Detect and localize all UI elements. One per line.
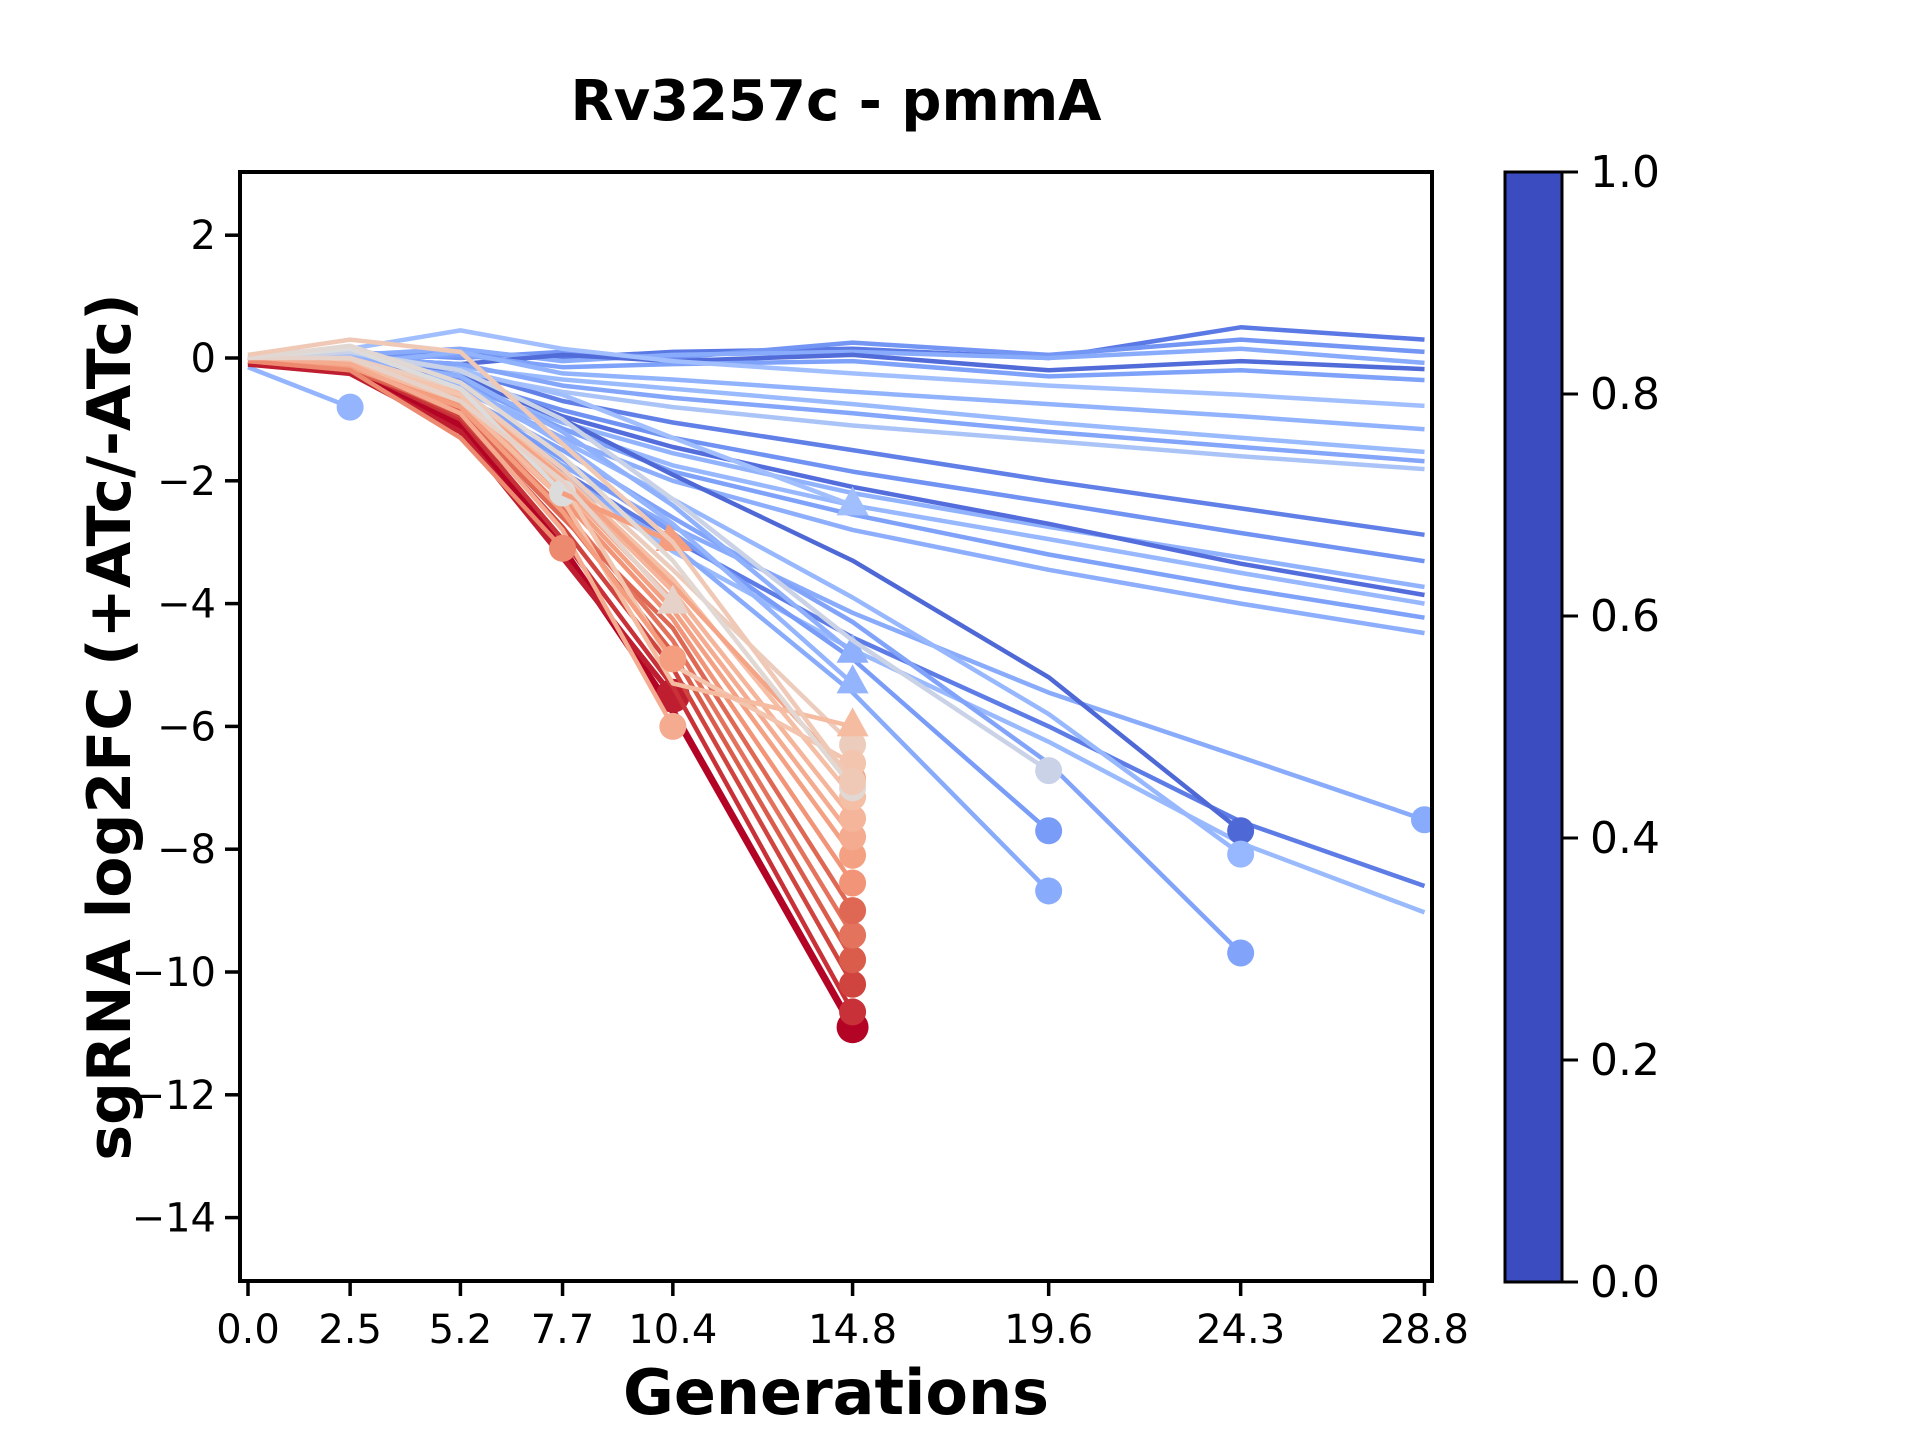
series-line-25: [247, 352, 854, 508]
endpoint-triangle-marker-25: [836, 486, 869, 516]
endpoint-circle-marker-46: [659, 645, 687, 673]
series-line-51: [248, 355, 675, 606]
y-tick-label-2: 2: [191, 213, 216, 259]
colorbar-tick-label-0.0: 0.0: [1590, 1257, 1660, 1308]
x-tick-label-2.5: 2.5: [318, 1307, 382, 1353]
y-tick-label-0: 0: [191, 336, 216, 382]
endpoint-circle-marker-53: [839, 768, 867, 796]
x-axis-label: Generations: [623, 1356, 1049, 1429]
endpoint-circle-marker-47: [659, 712, 687, 740]
series-line-24: [247, 355, 1243, 955]
y-tick-label-−14: −14: [132, 1196, 216, 1242]
x-axis-ticks: 0.0 2.5 5.2 7.7 10.4 14.8 19.6 24.3 28.8: [216, 1281, 1469, 1353]
endpoint-circle-marker-49: [549, 534, 577, 562]
endpoint-triangle-marker-51: [656, 584, 689, 614]
endpoint-circle-marker-33: [839, 970, 867, 998]
colorbar-gradient: [1503, 170, 1564, 1284]
endpoint-circle-marker-35: [839, 921, 867, 949]
x-tick-label-10.4: 10.4: [628, 1307, 717, 1353]
y-axis-label: sgRNA log2FC (+ATc/-ATc): [75, 293, 145, 1160]
y-tick-label-−8: −8: [157, 827, 216, 873]
x-tick-label-19.6: 19.6: [1004, 1307, 1093, 1353]
endpoint-circle-marker-32: [839, 998, 867, 1026]
endpoint-circle-marker-37: [839, 869, 867, 897]
x-tick-label-24.3: 24.3: [1196, 1307, 1285, 1353]
arrowhead-marker-50: [655, 523, 693, 552]
series-line-52: [247, 343, 855, 790]
endpoint-triangle-marker-26: [836, 633, 869, 663]
endpoint-circle-marker-17: [1410, 806, 1432, 834]
endpoint-circle-marker-24: [1227, 939, 1255, 967]
endpoint-circle-marker-29: [1035, 757, 1063, 785]
chart-title: Rv3257c - pmmA: [570, 69, 1102, 134]
x-tick-label-14.8: 14.8: [808, 1307, 897, 1353]
endpoint-circle-marker-22: [1227, 817, 1255, 845]
series-line-31: [247, 361, 675, 698]
series-line-2: [247, 346, 1425, 366]
series-layer: [247, 325, 1432, 1044]
colorbar-tick-label-0.8: 0.8: [1590, 369, 1660, 420]
series-line-53: [247, 337, 855, 784]
colorbar-tick-label-0.2: 0.2: [1590, 1035, 1660, 1086]
x-tick-label-0.0: 0.0: [216, 1307, 280, 1353]
colorbar-tick-label-1.0: 1.0: [1590, 147, 1660, 198]
series-line-47: [247, 355, 675, 728]
y-tick-label-−12: −12: [132, 1073, 216, 1119]
colorbar-ticks: 1.0 0.8 0.6 0.4 0.2 0.0: [1562, 147, 1660, 1308]
endpoint-circle-marker-36: [839, 897, 867, 925]
endpoint-circle-marker-20: [1035, 817, 1063, 845]
y-tick-label-−6: −6: [157, 704, 216, 750]
colorbar-tick-label-0.4: 0.4: [1590, 813, 1660, 864]
y-tick-label-−4: −4: [157, 582, 216, 628]
y-tick-label-−10: −10: [132, 950, 216, 996]
x-tick-label-5.2: 5.2: [429, 1307, 493, 1353]
colorbar-tick-label-0.6: 0.6: [1590, 591, 1660, 642]
endpoint-triangle-marker-45: [836, 707, 869, 737]
endpoint-triangle-marker-27: [836, 664, 869, 694]
series-line-29: [247, 349, 1050, 773]
endpoint-circle-marker-23: [1227, 840, 1255, 868]
series-line-49: [247, 358, 565, 550]
y-tick-label-−2: −2: [157, 459, 216, 505]
y-axis-ticks: 2 0 −2 −4 −6 −8 −10 −12 −14: [132, 213, 240, 1242]
endpoint-circle-marker-40: [839, 805, 867, 832]
x-tick-label-28.8: 28.8: [1380, 1307, 1469, 1353]
endpoint-circle-marker-28: [336, 393, 364, 421]
series-line-28: [247, 365, 351, 410]
endpoint-circle-marker-34: [839, 946, 867, 974]
endpoint-circle-marker-21: [1035, 877, 1063, 905]
x-tick-label-7.7: 7.7: [531, 1307, 595, 1353]
